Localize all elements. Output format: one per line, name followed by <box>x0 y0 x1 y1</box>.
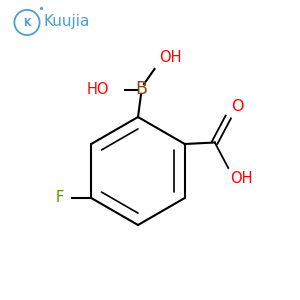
Text: OH: OH <box>159 50 182 64</box>
Text: B: B <box>135 80 147 98</box>
Text: F: F <box>56 190 64 206</box>
Text: OH: OH <box>230 171 252 186</box>
Text: O: O <box>231 99 244 114</box>
Text: HO: HO <box>87 82 110 98</box>
Text: Kuujia: Kuujia <box>43 14 90 29</box>
Text: K: K <box>23 17 31 28</box>
